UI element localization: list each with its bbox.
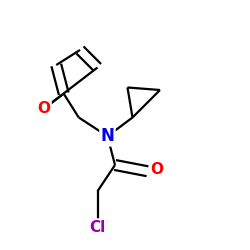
Text: N: N bbox=[100, 127, 114, 145]
Text: O: O bbox=[150, 162, 164, 178]
Text: O: O bbox=[37, 101, 50, 116]
Text: Cl: Cl bbox=[90, 220, 106, 234]
